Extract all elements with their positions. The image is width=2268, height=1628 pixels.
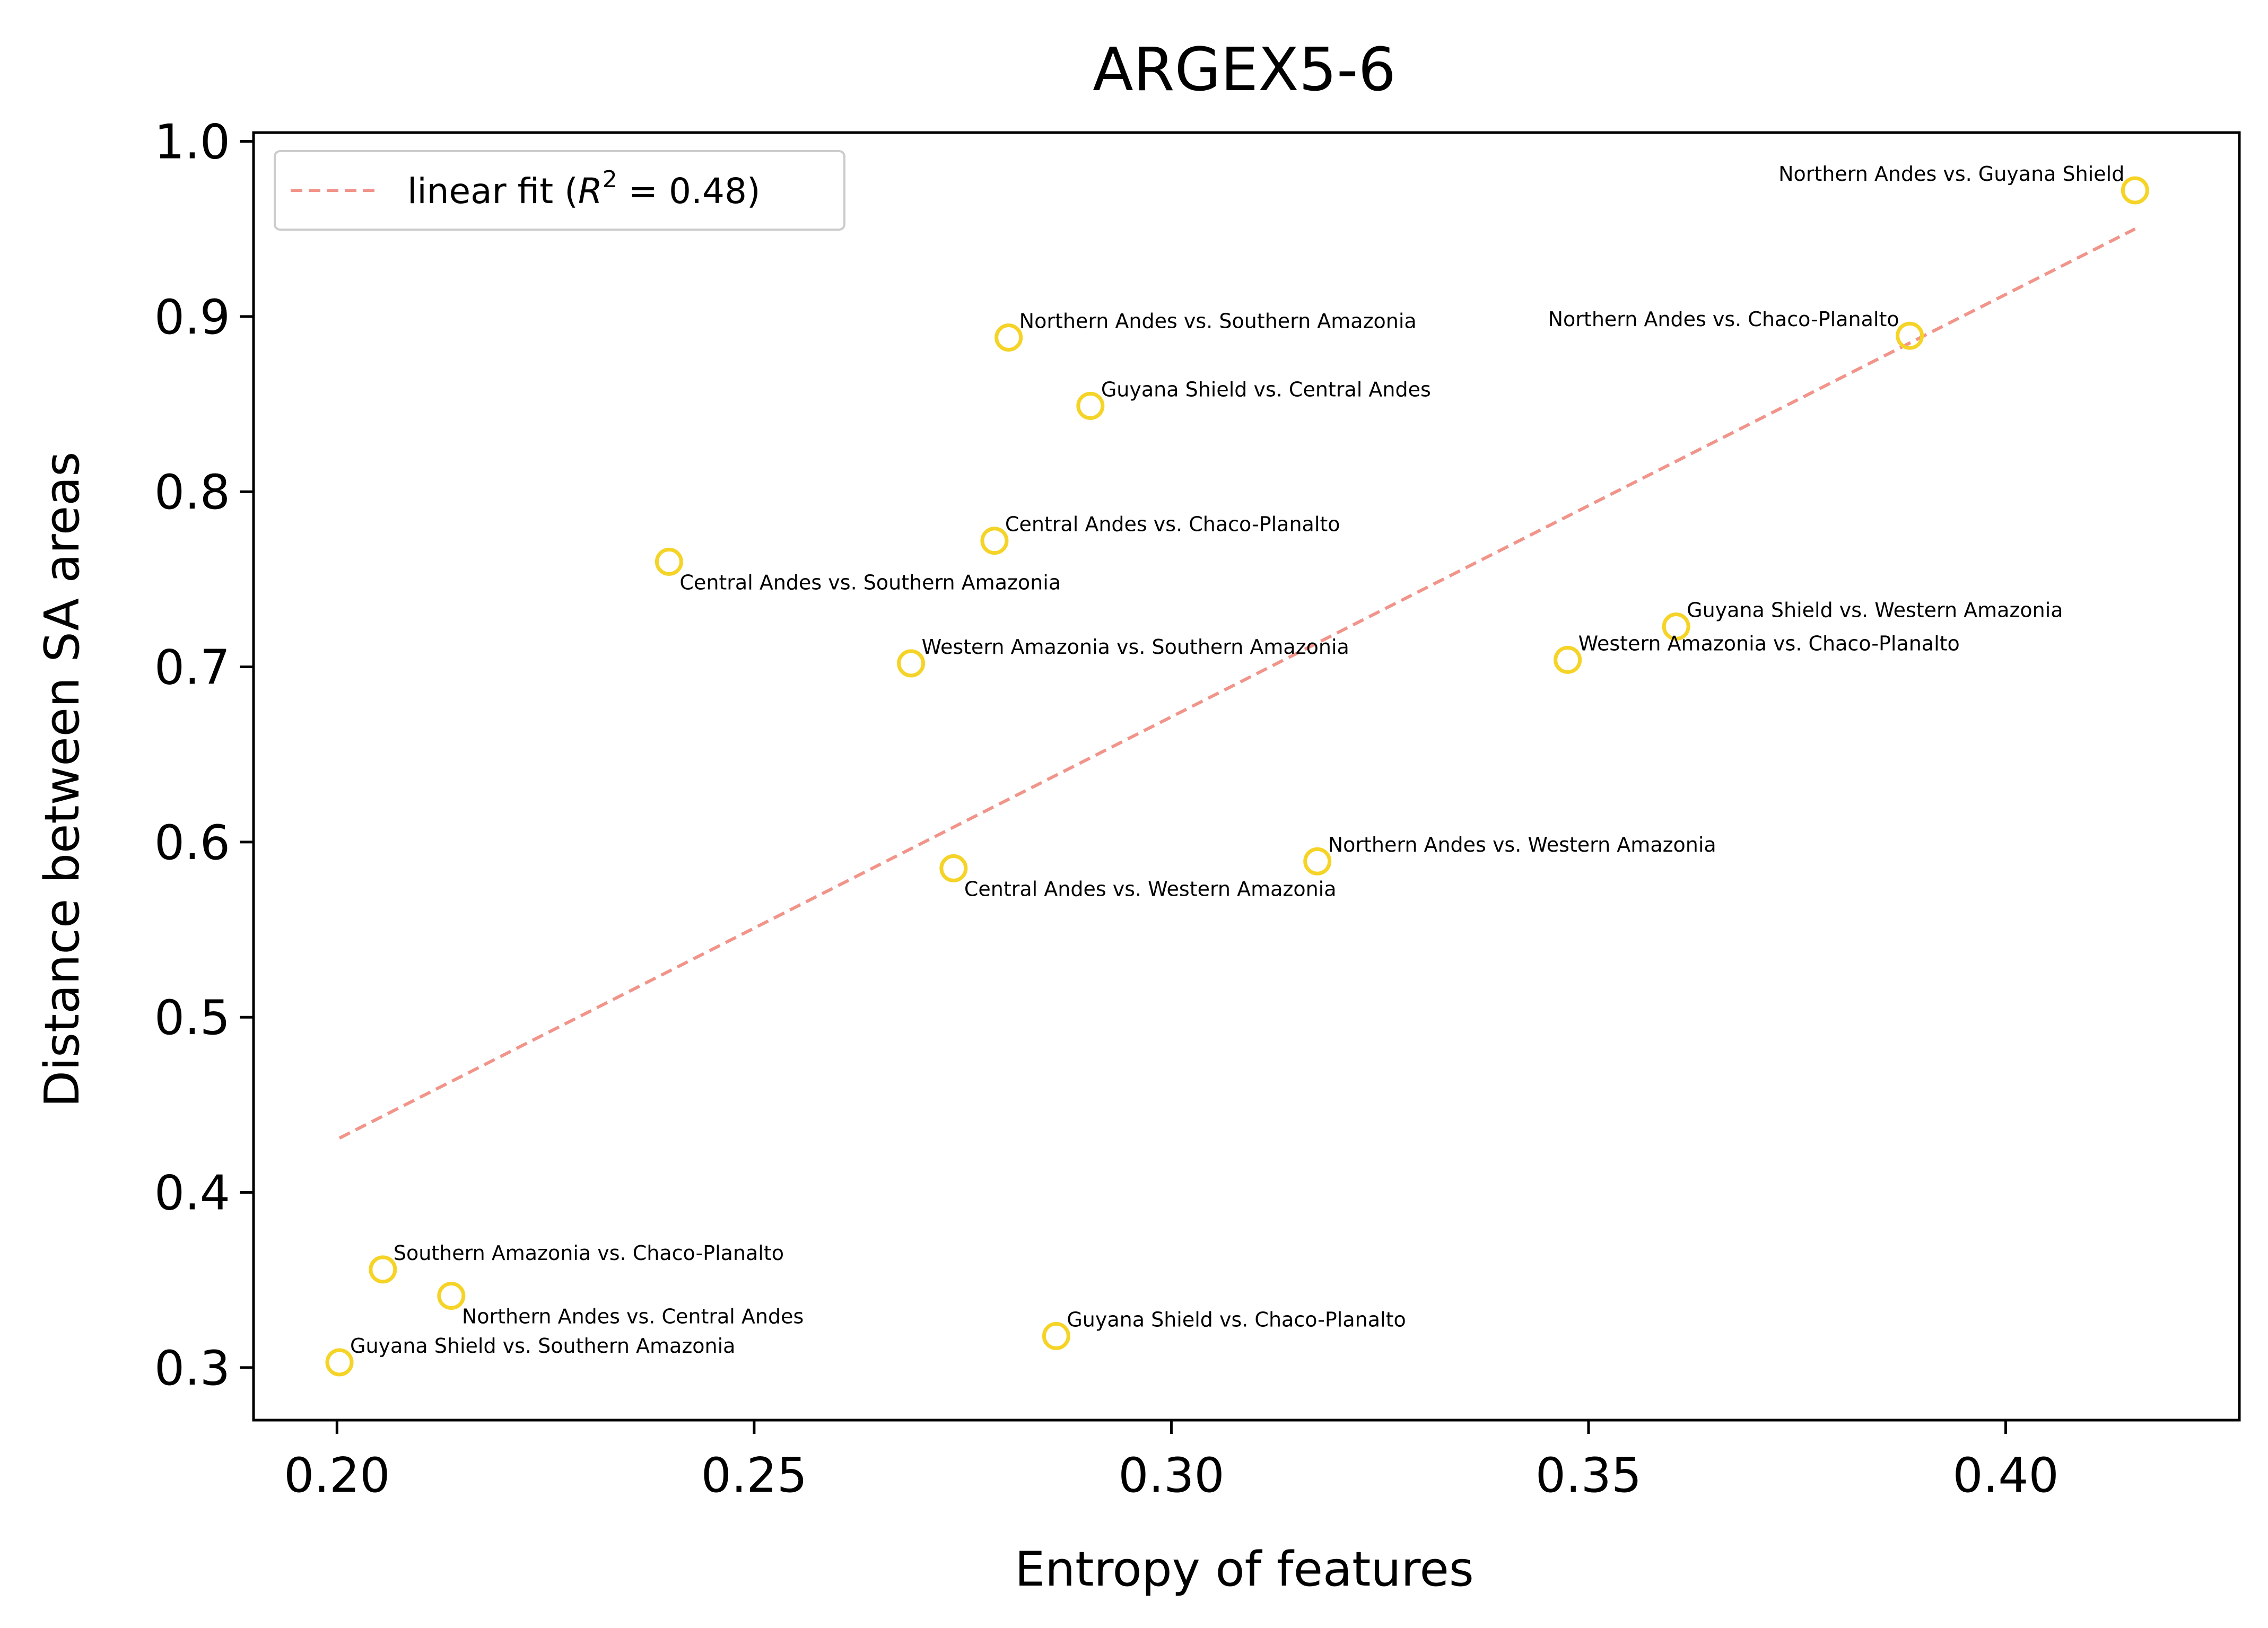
y-axis-label: Distance between SA areas	[34, 452, 90, 1108]
data-points	[325, 176, 2149, 1377]
data-point	[939, 854, 968, 882]
y-tick-label: 0.9	[154, 290, 230, 345]
legend-label-prefix: linear fit (	[407, 171, 578, 212]
data-point-label: Central Andes vs. Chaco-Planalto	[1005, 513, 1340, 536]
legend-label-var: R	[578, 171, 603, 212]
x-tick-label: 0.20	[284, 1448, 390, 1503]
x-axis-label: Entropy of features	[1015, 1542, 1473, 1597]
data-point-label: Western Amazonia vs. Chaco-Planalto	[1578, 632, 1960, 655]
data-point	[1896, 321, 1924, 350]
legend-label-sup: 2	[603, 166, 617, 193]
y-tick-label: 0.4	[154, 1166, 230, 1221]
data-point	[1662, 612, 1690, 641]
data-point	[2121, 176, 2149, 205]
plot-frame	[252, 131, 2241, 1422]
data-point-label: Northern Andes vs. Southern Amazonia	[1019, 309, 1417, 332]
y-tick-label: 0.6	[154, 815, 230, 871]
data-point-labels: Guyana Shield vs. Southern Amazonia South…	[350, 162, 2124, 1358]
legend-label-suffix: = 0.48)	[617, 171, 761, 212]
y-tick-label: 0.3	[154, 1341, 230, 1396]
data-point-label: Guyana Shield vs. Chaco-Planalto	[1067, 1308, 1406, 1331]
data-point	[1554, 645, 1582, 674]
data-point	[437, 1281, 466, 1310]
chart-title: ARGEX5-6	[1093, 36, 1396, 104]
data-point	[995, 323, 1023, 352]
data-point-label: Southern Amazonia vs. Chaco-Planalto	[394, 1241, 784, 1265]
data-point-label: Western Amazonia vs. Southern Amazonia	[922, 635, 1349, 659]
data-point	[369, 1255, 397, 1284]
y-axis-ticks: 0.3 0.4 0.5 0.6 0.7 0.8 0.9 1.0	[154, 115, 254, 1396]
legend-box	[274, 150, 845, 231]
x-axis-ticks: 0.20 0.25 0.30 0.35 0.40	[284, 1420, 2059, 1503]
legend-entry-linear-fit: linear fit (R2 = 0.48)	[407, 166, 761, 212]
x-tick-label: 0.30	[1118, 1448, 1224, 1503]
data-point-label: Guyana Shield vs. Central Andes	[1101, 378, 1431, 401]
data-point-label: Guyana Shield vs. Southern Amazonia	[350, 1334, 735, 1358]
data-point-label: Northern Andes vs. Western Amazonia	[1328, 833, 1716, 856]
data-point	[1303, 847, 1332, 876]
data-point	[1042, 1321, 1070, 1350]
data-point-label: Guyana Shield vs. Western Amazonia	[1687, 599, 2063, 622]
data-point-label: Northern Andes vs. Chaco-Planalto	[1548, 308, 1899, 331]
data-point	[980, 527, 1009, 555]
data-point-label: Central Andes vs. Western Amazonia	[964, 877, 1337, 900]
data-point-label: Central Andes vs. Southern Amazonia	[679, 571, 1061, 594]
y-tick-label: 0.5	[154, 990, 230, 1046]
y-tick-label: 0.7	[154, 640, 230, 696]
linear-fit-line	[338, 227, 2136, 1140]
x-tick-label: 0.35	[1536, 1448, 1642, 1503]
data-point	[325, 1348, 354, 1377]
y-tick-label: 1.0	[154, 115, 230, 170]
legend: linear fit (R2 = 0.48)	[274, 150, 845, 231]
data-point	[897, 649, 926, 678]
data-point	[655, 547, 683, 576]
linear-fit-layer	[338, 227, 2136, 1140]
y-tick-label: 0.8	[154, 465, 230, 520]
x-tick-label: 0.40	[1952, 1448, 2058, 1503]
data-point	[1076, 391, 1105, 420]
x-tick-label: 0.25	[701, 1448, 807, 1503]
data-point-label: Northern Andes vs. Guyana Shield	[1778, 162, 2124, 186]
data-point-label: Northern Andes vs. Central Andes	[462, 1305, 804, 1328]
